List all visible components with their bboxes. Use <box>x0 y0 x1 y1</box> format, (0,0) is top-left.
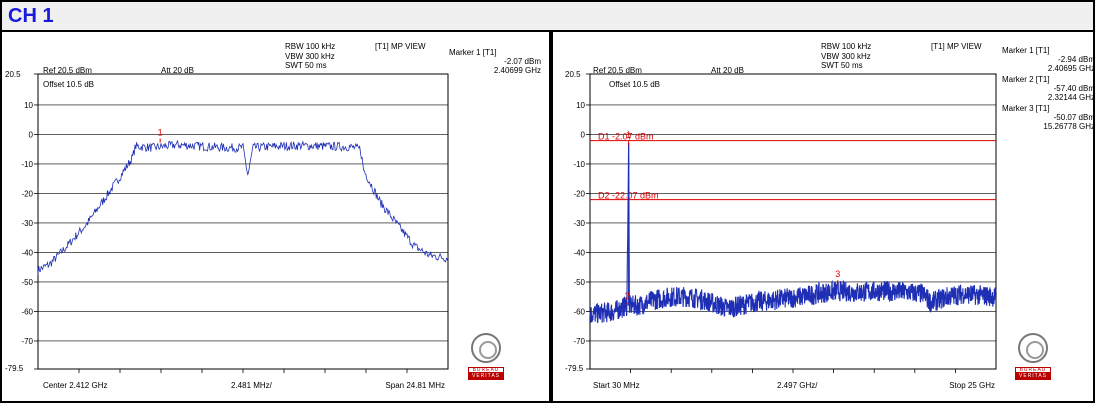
bottom-level-label: -79.5 <box>565 364 584 373</box>
y-tick-label: -10 <box>21 160 33 169</box>
y-tick-label: -70 <box>573 337 585 346</box>
channel-title: CH 1 <box>8 5 54 27</box>
panel-divider <box>549 32 553 403</box>
logo-text-bureau: BUREAU <box>468 367 504 373</box>
marker-1-freq: 2.40699 GHz <box>493 66 541 75</box>
attenuation-label: Att 20 dB <box>161 66 194 75</box>
y-tick-label: -20 <box>573 189 585 198</box>
marker-1-title: Marker 1 [T1] <box>449 48 497 57</box>
rbw-label: RBW 100 kHz <box>821 42 872 51</box>
marker-3-level: -50.07 dBm <box>1053 113 1095 122</box>
marker-1-title: Marker 1 [T1] <box>1002 46 1050 55</box>
stop-frequency-label: Stop 25 GHz <box>949 381 995 390</box>
frequency-division-label: 2.497 GHz/ <box>777 381 818 390</box>
swt-label: SWT 50 ms <box>285 61 327 70</box>
y-tick-label: -40 <box>573 248 585 257</box>
top-level-label: 20.5 <box>5 70 21 79</box>
bureau-veritas-logo: BUREAU VERITAS <box>1015 333 1051 381</box>
y-tick-label: 10 <box>576 101 585 110</box>
bureau-veritas-logo: BUREAU VERITAS <box>468 333 504 381</box>
y-tick-label: 0 <box>581 130 586 139</box>
top-level-label: 20.5 <box>565 70 581 79</box>
marker-3-label: 3 <box>835 269 840 279</box>
vbw-label: VBW 300 kHz <box>821 52 871 61</box>
marker-3-freq: 15.26778 GHz <box>1043 122 1095 131</box>
channel-header: CH 1 <box>2 2 1093 30</box>
y-tick-label: -30 <box>573 219 585 228</box>
spectrum-panel-left: 10 0 -10 -20 -30 -40 -50 -60 -70 1 RBW 100 kHz VB… <box>3 33 548 401</box>
y-tick-label: -20 <box>21 189 33 198</box>
offset-label: Offset 10.5 dB <box>43 80 94 89</box>
plot-frame <box>37 73 449 370</box>
attenuation-label: Att 20 dB <box>711 66 744 75</box>
y-tick-label: -10 <box>573 160 585 169</box>
marker-2-freq: 2.32144 GHz <box>1047 93 1095 102</box>
marker-1-label: 1 <box>626 130 631 140</box>
spectrum-trace <box>589 144 997 324</box>
logo-seal-icon <box>1018 333 1048 363</box>
logo-text-bureau: BUREAU <box>1015 367 1051 373</box>
view-label: [T1] MP VIEW <box>375 42 426 51</box>
swt-label: SWT 50 ms <box>821 61 863 70</box>
spectrum-trace <box>37 139 449 275</box>
center-frequency-label: Center 2.412 GHz <box>43 381 108 390</box>
marker-2-level: -57.40 dBm <box>1053 84 1095 93</box>
view-label: [T1] MP VIEW <box>931 42 982 51</box>
bottom-level-label: -79.5 <box>5 364 24 373</box>
header-divider <box>0 30 1095 32</box>
rbw-label: RBW 100 kHz <box>285 42 336 51</box>
logo-text-veritas: VERITAS <box>468 373 504 380</box>
plot-frame <box>589 73 997 370</box>
ref-level-label: Ref 20.5 dBm <box>43 66 92 75</box>
vbw-label: VBW 300 kHz <box>285 52 335 61</box>
y-tick-label: -60 <box>573 307 585 316</box>
start-frequency-label: Start 30 MHz <box>593 381 640 390</box>
y-tick-label: -30 <box>21 219 33 228</box>
marker-1-freq: 2.40695 GHz <box>1047 64 1095 73</box>
offset-label: Offset 10.5 dB <box>609 80 660 89</box>
spectrum-panel-right: 10 0 -10 -20 -30 -40 -50 -60 -70 D1 -2.07 dBm D2 -… <box>553 33 1095 401</box>
ref-level-label: Ref 20.5 dBm <box>593 66 642 75</box>
marker-2-title: Marker 2 [T1] <box>1002 75 1050 84</box>
y-tick-label: -70 <box>21 337 33 346</box>
logo-seal-icon <box>471 333 501 363</box>
marker-1-label: 1 <box>158 128 163 138</box>
y-tick-label: 0 <box>29 130 34 139</box>
marker-1-level: -2.94 dBm <box>1058 55 1095 64</box>
y-tick-label: 10 <box>24 101 33 110</box>
y-tick-label: -50 <box>21 278 33 287</box>
frequency-division-label: 2.481 MHz/ <box>231 381 272 390</box>
spectrum-plot-left: 10 0 -10 -20 -30 -40 -50 -60 -70 1 <box>21 73 449 373</box>
marker-3-title: Marker 3 [T1] <box>1002 104 1050 113</box>
y-tick-label: -50 <box>573 278 585 287</box>
marker-2-label: 2 <box>625 291 630 301</box>
marker-1-level: -2.07 dBm <box>504 57 541 66</box>
y-tick-label: -40 <box>21 248 33 257</box>
logo-text-veritas: VERITAS <box>1015 373 1051 380</box>
display-line-label: D1 -2.07 dBm <box>598 132 654 142</box>
span-label: Span 24.81 MHz <box>385 381 445 390</box>
y-tick-label: -60 <box>21 307 33 316</box>
